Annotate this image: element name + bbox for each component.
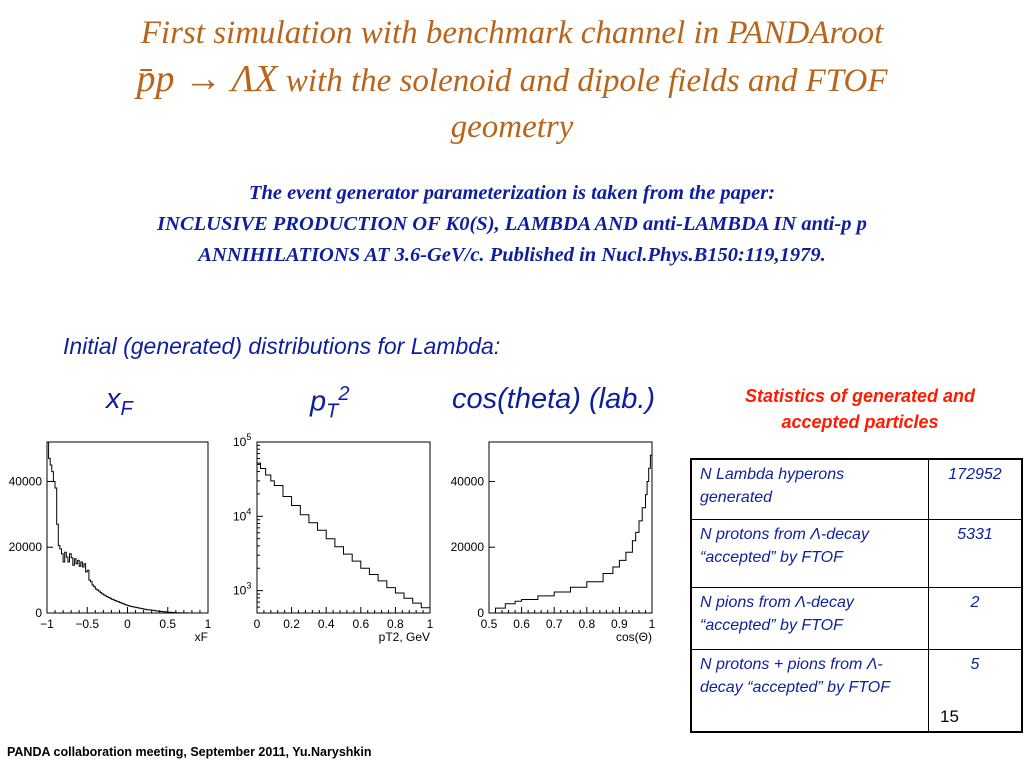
x-axis-label: xF [195,630,208,644]
title-line-2: p̄p → ΛX with the solenoid and dipole fi… [0,56,1024,104]
x-tick-label: 0.9 [611,617,628,631]
x-tick-label: 0.5 [481,617,498,631]
reference-line-3: ANNIHILATIONS AT 3.6-GeV/c. Published in… [198,244,826,266]
x-tick-label: 1 [427,617,434,631]
histogram-series [47,441,208,614]
y-tick-label: 20000 [451,540,485,554]
reference-line-2: INCLUSIVE PRODUCTION OF K0(S), LAMBDA AN… [157,213,867,235]
cos-plot-label: cos(theta) (lab.) [452,383,656,415]
x-tick-label: 0 [254,617,261,631]
reference-text: The event generator parameterization is … [0,178,1024,271]
title-line-3: geometry [450,109,574,145]
statistics-heading-line-1: Statistics of generated and [744,386,976,406]
statistics-heading-line-2: accepted particles [781,412,939,432]
x-axis-label: cos(Θ) [616,630,652,644]
x-tick-label: 0.6 [513,617,530,631]
x-tick-label: 0.7 [546,617,563,631]
xf-label-sub: F [120,397,133,420]
histogram-series [257,462,431,613]
row-label: N protons + pions from Λ-decay “accepted… [690,648,929,733]
x-tick-label: 0.8 [578,617,595,631]
xf-label-main: x [106,383,121,415]
table-row: N Lambda hyperons generated 172952 [690,458,1023,520]
x-tick-label: −1 [40,617,54,631]
y-tick-label: 40000 [451,474,485,488]
row-value: 5 [928,648,1023,733]
row-value: 172952 [928,458,1023,520]
row-label: N pions from Λ-decay “accepted” by FTOF [690,586,929,650]
cos-histogram: 0.5 0.6 0.7 0.8 0.9 1 0 20000 40000 cos(Θ) [451,441,656,644]
plot-frame [256,441,431,614]
title-line-2-text: with the solenoid and dipole fields and … [277,63,888,99]
footer-text: PANDA collaboration meeting, September 2… [7,745,372,759]
xf-histogram: −1 −0.5 0 0.5 1 0 20000 40000 xF [9,441,212,644]
row-label: N protons from Λ-decay “accepted” by FTO… [690,518,929,588]
distributions-subtitle: Initial (generated) distributions for La… [63,333,501,359]
table-row: N protons + pions from Λ-decay “accepted… [690,648,1023,733]
pt-label-sup: 2 [338,383,350,405]
x-tick-label: −0.5 [75,617,99,631]
pt2-histogram: 0 0.2 0.4 0.6 0.8 1 103 104 105 pT2, GeV [233,432,434,644]
y-tick-label: 104 [233,506,251,523]
row-value: 5331 [928,518,1023,588]
row-label: N Lambda hyperons generated [690,458,929,520]
x-tick-label: 0 [124,617,131,631]
y-tick-label: 20000 [9,540,43,554]
x-tick-label: 1 [205,617,212,631]
pt2-plot-label: pT2 [310,383,349,423]
y-tick-label: 0 [35,606,42,620]
statistics-heading: Statistics of generated and accepted par… [700,383,1020,435]
x-tick-label: 0.2 [283,617,300,631]
x-axis-label: pT2, GeV [379,630,430,644]
table-row: N pions from Λ-decay “accepted” by FTOF … [690,586,1023,650]
page-number: 15 [940,707,959,726]
plot-frame [488,441,653,614]
pt-label-sub: T [326,400,339,423]
xf-plot-label: xF [106,383,133,421]
x-tick-label: 0.6 [352,617,369,631]
x-tick-label: 0.5 [159,617,176,631]
x-tick-label: 1 [649,617,656,631]
statistics-table: N Lambda hyperons generated 172952 N pro… [690,458,1023,733]
slide-title: First simulation with benchmark channel … [0,10,1024,150]
reference-line-1: The event generator parameterization is … [248,182,776,204]
plot-frame [46,441,209,614]
title-line-1: First simulation with benchmark channel … [140,15,884,51]
y-tick-label: 40000 [9,474,43,488]
histogram-series [489,448,653,614]
reaction-formula: p̄p → ΛX [136,58,278,100]
x-tick-label: 0.4 [318,617,335,631]
y-tick-label: 0 [477,606,484,620]
table-row: N protons from Λ-decay “accepted” by FTO… [690,518,1023,588]
x-tick-label: 0.8 [387,617,404,631]
y-tick-label: 105 [233,432,251,449]
y-tick-label: 103 [233,581,251,598]
row-value: 2 [928,586,1023,650]
pt-label-main: p [310,385,327,418]
